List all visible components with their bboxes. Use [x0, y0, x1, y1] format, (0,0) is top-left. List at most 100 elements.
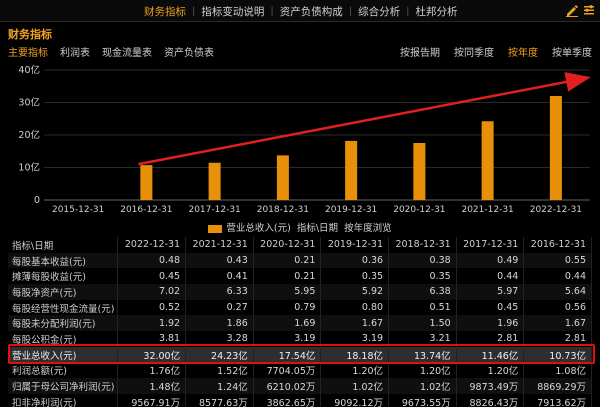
cell-value: 0.45 [117, 268, 187, 285]
bar-2018-12-31[interactable] [276, 155, 289, 200]
bar-2021-12-31[interactable] [481, 121, 494, 200]
cell-value: 13.74亿 [388, 346, 457, 363]
subnav-left-3[interactable]: 资产负债表 [164, 48, 214, 59]
cell-value: 6210.02万 [253, 378, 322, 394]
cell-value: 1.67 [523, 315, 592, 332]
trend-arrow [138, 72, 591, 166]
cell-value: 5.95 [253, 284, 322, 300]
tab-separator: | [270, 5, 274, 17]
bar-2016-12-31[interactable] [140, 165, 153, 200]
cell-value: 3.81 [117, 331, 187, 347]
cell-value: 3.19 [253, 331, 322, 347]
chart-legend: 营业总收入(元) 指标\日期 按年度浏览 [0, 220, 600, 234]
x-tick-label: 2017-12-31 [188, 205, 240, 215]
settings-icon[interactable] [582, 3, 596, 17]
cell-value: 1.24亿 [185, 378, 254, 394]
cell-value: 1.96 [456, 315, 525, 332]
header-date: 2017-12-31 [456, 237, 525, 253]
cell-value: 1.20亿 [320, 362, 390, 379]
cell-value: 1.48亿 [117, 378, 187, 394]
row-label: 归属于母公司净利润(元) [8, 378, 119, 394]
row-label: 每股公积金(元) [8, 331, 119, 347]
table-row[interactable]: 每股基本收益(元) 0.48 0.43 0.21 0.36 0.38 0.49 0.55 [8, 252, 592, 269]
x-tick-label: 2019-12-31 [325, 205, 377, 215]
bar-2022-12-31[interactable] [549, 96, 562, 200]
sub-nav-left: 主要指标 利润表 现金流量表 资产负债表 [8, 44, 226, 59]
cell-value: 5.64 [523, 284, 592, 300]
subnav-right-0[interactable]: 按报告期 [400, 48, 440, 59]
subnav-left-2[interactable]: 现金流量表 [102, 48, 152, 59]
x-tick-label: 2021-12-31 [461, 205, 513, 215]
legend-swatch [208, 224, 223, 233]
legend-text3: 按年度浏览 [344, 223, 392, 234]
highlight-box [8, 344, 595, 364]
cell-value: 2.81 [523, 331, 592, 347]
y-tick-label: 20亿 [18, 129, 40, 141]
cell-value: 2.81 [456, 331, 525, 347]
cell-value: 32.00亿 [117, 346, 187, 363]
table-row[interactable]: 每股公积金(元) 3.81 3.28 3.19 3.19 3.21 2.81 2.81 [8, 331, 592, 347]
row-label: 摊薄每股收益(元) [8, 268, 119, 285]
subnav-left-1[interactable]: 利润表 [60, 48, 90, 59]
x-tick-label: 2018-12-31 [257, 205, 309, 215]
y-tick-label: 10亿 [18, 162, 40, 174]
cell-value: 10.73亿 [523, 346, 592, 363]
table-header-row: 指标\日期 2022-12-31 2021-12-31 2020-12-31 2019-… [8, 237, 592, 253]
cell-value: 1.08亿 [523, 362, 592, 379]
table-row[interactable]: 每股经营性现金流量(元) 0.52 0.27 0.79 0.80 0.51 0.45 0.56 [8, 299, 592, 316]
top-tab-2[interactable]: 资产负债构成 [279, 5, 343, 18]
table-row[interactable]: 归属于母公司净利润(元) 1.48亿 1.24亿 6210.02万 1.02亿 1.02亿… [8, 378, 592, 394]
cell-value: 0.52 [117, 299, 187, 316]
cell-value: 7.02 [117, 284, 187, 300]
top-tab-1[interactable]: 指标变动说明 [201, 5, 265, 18]
cell-value: 6.33 [185, 284, 254, 300]
subnav-right-1[interactable]: 按同季度 [454, 48, 494, 59]
cell-value: 0.36 [320, 252, 390, 269]
cell-value: 0.27 [185, 299, 254, 316]
table-row[interactable]: 利润总额(元) 1.76亿 1.52亿 7704.05万 1.20亿 1.20亿 1.20亿… [8, 362, 592, 379]
cell-value: 0.38 [388, 252, 457, 269]
table-row[interactable]: 摊薄每股收益(元) 0.45 0.41 0.21 0.35 0.35 0.44 0.44 [8, 268, 592, 285]
cell-value: 6.38 [388, 284, 457, 300]
cell-value: 24.23亿 [185, 346, 254, 363]
subnav-left-0[interactable]: 主要指标 [8, 48, 48, 59]
tab-separator: | [406, 5, 410, 17]
top-tab-4[interactable]: 杜邦分析 [415, 5, 458, 18]
subnav-right-2[interactable]: 按年度 [508, 48, 538, 59]
cell-value: 1.86 [185, 315, 254, 332]
row-label: 利润总额(元) [8, 362, 119, 379]
cell-value: 0.45 [456, 299, 525, 316]
cell-value: 5.92 [320, 284, 390, 300]
x-tick-label: 2020-12-31 [393, 205, 445, 215]
cell-value: 1.67 [320, 315, 390, 332]
x-tick-label: 2022-12-31 [530, 205, 582, 215]
section-title: 财务指标 [8, 28, 52, 41]
top-tab-0[interactable]: 财务指标 [144, 5, 186, 18]
subnav-right-3[interactable]: 按单季度 [552, 48, 592, 59]
y-tick-label: 40亿 [18, 64, 40, 76]
table-row[interactable]: 每股未分配利润(元) 1.92 1.86 1.69 1.67 1.50 1.96 1.67 [8, 315, 592, 332]
x-tick-label: 2016-12-31 [120, 205, 172, 215]
row-label: 每股经营性现金流量(元) [8, 299, 119, 316]
y-tick-label: 0 [34, 195, 40, 206]
header-date: 2020-12-31 [253, 237, 322, 253]
bar-2020-12-31[interactable] [413, 142, 426, 200]
cell-value: 1.50 [388, 315, 457, 332]
table-row[interactable]: 扣非净利润(元) 9567.91万 8577.63万 3862.65万 9092.12万… [8, 393, 592, 407]
cell-value: 3.21 [388, 331, 457, 347]
table-row[interactable]: 营业总收入(元) 32.00亿 24.23亿 17.54亿 18.18亿 13.74亿 11… [8, 346, 592, 363]
cell-value: 8869.29万 [523, 378, 592, 394]
cell-value: 0.35 [388, 268, 457, 285]
sub-nav-right: 按报告期 按同季度 按年度 按单季度 [386, 44, 592, 59]
cell-value: 0.21 [253, 252, 322, 269]
row-label: 每股未分配利润(元) [8, 315, 119, 332]
cell-value: 0.48 [117, 252, 187, 269]
table-row[interactable]: 每股净资产(元) 7.02 6.33 5.95 5.92 6.38 5.97 5.64 [8, 284, 592, 300]
cell-value: 18.18亿 [320, 346, 390, 363]
edit-icon[interactable] [565, 3, 579, 17]
top-tab-3[interactable]: 综合分析 [358, 5, 401, 18]
cell-value: 1.69 [253, 315, 322, 332]
bar-2017-12-31[interactable] [208, 162, 221, 200]
cell-value: 1.92 [117, 315, 187, 332]
bar-2019-12-31[interactable] [345, 140, 358, 200]
